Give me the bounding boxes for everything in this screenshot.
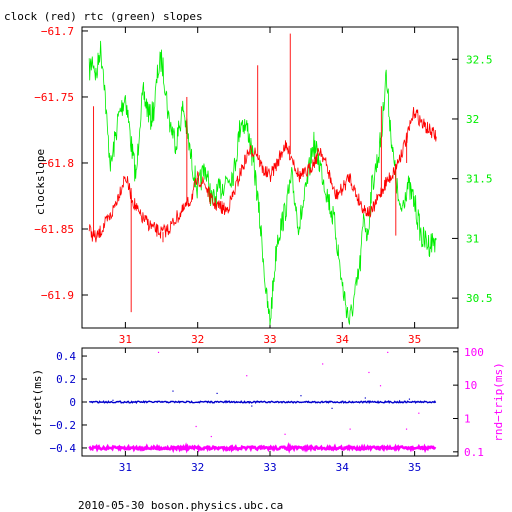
- roundtrip-outlier-point: [368, 371, 370, 374]
- roundtrip-outlier-point: [379, 385, 382, 387]
- top-y-tick-label-right: 32: [466, 113, 479, 126]
- bottom-x-tick-label: 31: [119, 461, 132, 474]
- top-y-tick-label-right: 31.5: [466, 173, 493, 186]
- offset-outlier-point: [172, 390, 174, 392]
- bottom-ticks: 31 32 33 34 35 0.4 0.2 0 −0.2 −0.4 100 10 1 0.1: [50, 346, 484, 474]
- bottom-y-tick-label-right: 0.1: [464, 446, 484, 459]
- top-y-tick-label-left: −61.8: [41, 157, 74, 170]
- top-y-tick-label-left: −61.75: [34, 91, 74, 104]
- roundtrip-outlier-point: [349, 428, 351, 430]
- bottom-x-tick-label: 32: [191, 461, 204, 474]
- offset-outlier-point: [300, 395, 302, 397]
- bottom-y-tick-label-left: 0.4: [56, 350, 76, 363]
- footer-text: 2010-05-30 boson.physics.ubc.ca: [78, 499, 283, 512]
- bottom-y-tick-label-left: −0.4: [50, 442, 77, 455]
- bottom-y-tick-label-left: −0.2: [50, 419, 77, 432]
- bottom-x-tick-label: 33: [263, 461, 276, 474]
- top-x-tick-label: 31: [119, 333, 132, 346]
- offset-outlier-point: [364, 397, 366, 399]
- offset-outlier-point: [408, 398, 411, 400]
- roundtrip-outlier-point: [195, 425, 197, 428]
- top-ylabel: clockslope: [34, 149, 47, 215]
- roundtrip-outlier-point: [157, 351, 160, 353]
- chart-title: clock (red) rtc (green) slopes: [4, 10, 203, 23]
- bottom-y-tick-label-right: 10: [464, 379, 477, 392]
- bottom-ylabel-left: offset(ms): [31, 369, 44, 435]
- top-y-tick-label-left: −61.85: [34, 223, 74, 236]
- roundtrip-outlier-point: [387, 351, 389, 353]
- top-x-tick-label: 35: [408, 333, 421, 346]
- top-y-tick-label-right: 30.5: [466, 292, 493, 305]
- clock-slope-line: [88, 106, 437, 243]
- bottom-y-tick-label-left: 0.2: [56, 373, 76, 386]
- top-y-tick-label-right: 31: [466, 232, 479, 245]
- roundtrip-outlier-point: [284, 433, 286, 435]
- offset-outlier-point: [216, 392, 218, 395]
- top-series: [88, 33, 437, 326]
- top-y-tick-label-right: 32.5: [466, 53, 493, 66]
- top-y-tick-label-left: −61.7: [41, 25, 74, 38]
- bottom-y-tick-label-right: 1: [464, 412, 471, 425]
- roundtrip-outlier-point: [322, 363, 324, 365]
- bottom-x-tick-label: 34: [336, 461, 350, 474]
- top-panel: clockslope 31 32 33 34 35 −61.7 −61.75 −61.8 −61…: [34, 25, 493, 346]
- roundtrip-outlier-point: [418, 412, 420, 414]
- top-x-tick-label: 33: [263, 333, 276, 346]
- offset-outlier-point: [331, 407, 333, 409]
- top-x-tick-label: 32: [191, 333, 204, 346]
- bottom-series: [88, 351, 437, 454]
- top-x-tick-label: 34: [336, 333, 350, 346]
- offset-band: [89, 399, 437, 405]
- bottom-y-tick-label-left: 0: [69, 396, 76, 409]
- roundtrip-band: [88, 441, 437, 454]
- roundtrip-outlier-point: [210, 435, 212, 438]
- offset-outlier-point: [251, 405, 253, 407]
- top-ticks: 31 32 33 34 35 −61.7 −61.75 −61.8 −61.85 −61.9 32.…: [34, 25, 492, 346]
- bottom-ylabel-right: rnd−trip(ms): [492, 362, 505, 441]
- top-y-tick-label-left: −61.9: [41, 289, 74, 302]
- bottom-x-tick-label: 35: [408, 461, 421, 474]
- rtc-slope-line: [88, 40, 437, 326]
- roundtrip-outlier-point: [246, 375, 248, 377]
- bottom-y-tick-label-right: 100: [464, 346, 484, 359]
- offset-outlier-point: [112, 399, 114, 401]
- bottom-panel: offset(ms) rnd−trip(ms) 31 32 33 34 35 0.4 0.2…: [31, 346, 505, 474]
- roundtrip-outlier-point: [405, 428, 408, 430]
